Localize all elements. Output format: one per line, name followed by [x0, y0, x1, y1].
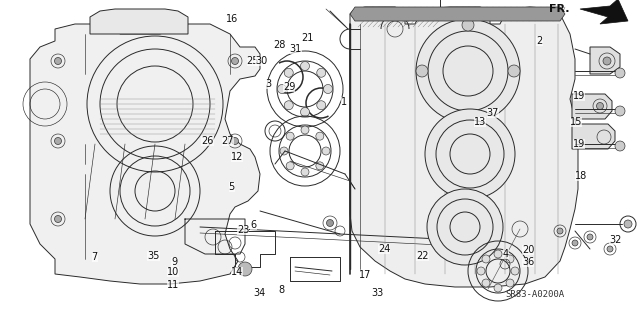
Polygon shape: [572, 124, 615, 149]
Circle shape: [316, 162, 324, 170]
Circle shape: [511, 267, 519, 275]
Circle shape: [416, 65, 428, 77]
Circle shape: [301, 62, 310, 70]
Circle shape: [462, 111, 474, 123]
Circle shape: [477, 267, 485, 275]
Circle shape: [232, 57, 239, 64]
Text: 30: 30: [255, 56, 268, 66]
Text: 6: 6: [250, 220, 257, 230]
Circle shape: [54, 57, 61, 64]
Circle shape: [317, 68, 326, 77]
Text: 19: 19: [573, 91, 586, 101]
Circle shape: [508, 65, 520, 77]
Circle shape: [238, 262, 252, 276]
Circle shape: [603, 57, 611, 65]
Text: 34: 34: [253, 288, 266, 298]
Polygon shape: [30, 24, 260, 284]
Text: 35: 35: [147, 251, 160, 261]
Circle shape: [284, 101, 293, 110]
Text: 16: 16: [225, 13, 238, 24]
Text: 14: 14: [230, 267, 243, 277]
Circle shape: [506, 255, 514, 263]
Text: 7: 7: [92, 252, 98, 262]
Circle shape: [284, 68, 293, 77]
Text: 9: 9: [171, 257, 177, 267]
Text: FR.: FR.: [550, 4, 570, 14]
Text: 20: 20: [522, 245, 534, 256]
Circle shape: [286, 162, 294, 170]
Text: 13: 13: [474, 117, 486, 127]
Circle shape: [482, 279, 490, 287]
Circle shape: [615, 141, 625, 151]
Text: 32: 32: [609, 235, 622, 245]
Circle shape: [427, 189, 503, 265]
Text: 37: 37: [486, 108, 499, 118]
Text: 5: 5: [228, 182, 235, 192]
Circle shape: [278, 85, 287, 93]
Circle shape: [557, 228, 563, 234]
Circle shape: [280, 147, 288, 155]
Circle shape: [286, 132, 294, 140]
Text: 21: 21: [301, 33, 314, 43]
Polygon shape: [590, 47, 620, 74]
Text: 11: 11: [166, 279, 179, 290]
Text: 22: 22: [416, 251, 429, 261]
Circle shape: [482, 255, 490, 263]
Text: 27: 27: [221, 136, 234, 146]
Circle shape: [232, 137, 239, 145]
Text: 2: 2: [536, 36, 543, 47]
Text: 8: 8: [278, 285, 285, 295]
Circle shape: [615, 68, 625, 78]
Text: 25: 25: [246, 56, 259, 66]
Text: 1: 1: [341, 97, 348, 107]
Text: 4: 4: [502, 249, 509, 259]
Circle shape: [587, 234, 593, 240]
Text: SR83-A0200A: SR83-A0200A: [505, 290, 564, 299]
Circle shape: [323, 85, 333, 93]
Text: 31: 31: [289, 44, 302, 55]
Circle shape: [506, 279, 514, 287]
Circle shape: [317, 101, 326, 110]
Text: 23: 23: [237, 225, 250, 235]
Text: 26: 26: [201, 136, 214, 146]
Circle shape: [494, 284, 502, 292]
Text: 33: 33: [371, 288, 384, 298]
Circle shape: [301, 108, 310, 116]
Circle shape: [54, 216, 61, 222]
Text: 29: 29: [283, 82, 296, 92]
Circle shape: [425, 109, 515, 199]
Circle shape: [416, 19, 520, 123]
Polygon shape: [350, 7, 578, 287]
Text: 15: 15: [570, 117, 582, 127]
Circle shape: [54, 137, 61, 145]
Circle shape: [572, 240, 578, 246]
Polygon shape: [580, 0, 628, 24]
Circle shape: [301, 168, 309, 176]
Text: 28: 28: [273, 40, 285, 50]
Text: 17: 17: [358, 270, 371, 280]
Text: 19: 19: [573, 139, 586, 149]
Circle shape: [301, 126, 309, 134]
Polygon shape: [572, 94, 612, 119]
Circle shape: [322, 147, 330, 155]
Circle shape: [316, 132, 324, 140]
Circle shape: [607, 246, 613, 252]
Text: 10: 10: [166, 267, 179, 277]
Circle shape: [596, 102, 604, 109]
Text: 36: 36: [522, 257, 534, 267]
Polygon shape: [350, 7, 565, 21]
Circle shape: [494, 250, 502, 258]
Text: 12: 12: [230, 152, 243, 162]
Text: 3: 3: [266, 78, 272, 89]
Circle shape: [326, 219, 333, 226]
Circle shape: [462, 19, 474, 31]
Polygon shape: [90, 9, 188, 34]
Text: 18: 18: [575, 171, 588, 181]
Text: 24: 24: [378, 244, 390, 255]
Circle shape: [624, 220, 632, 228]
Circle shape: [615, 106, 625, 116]
